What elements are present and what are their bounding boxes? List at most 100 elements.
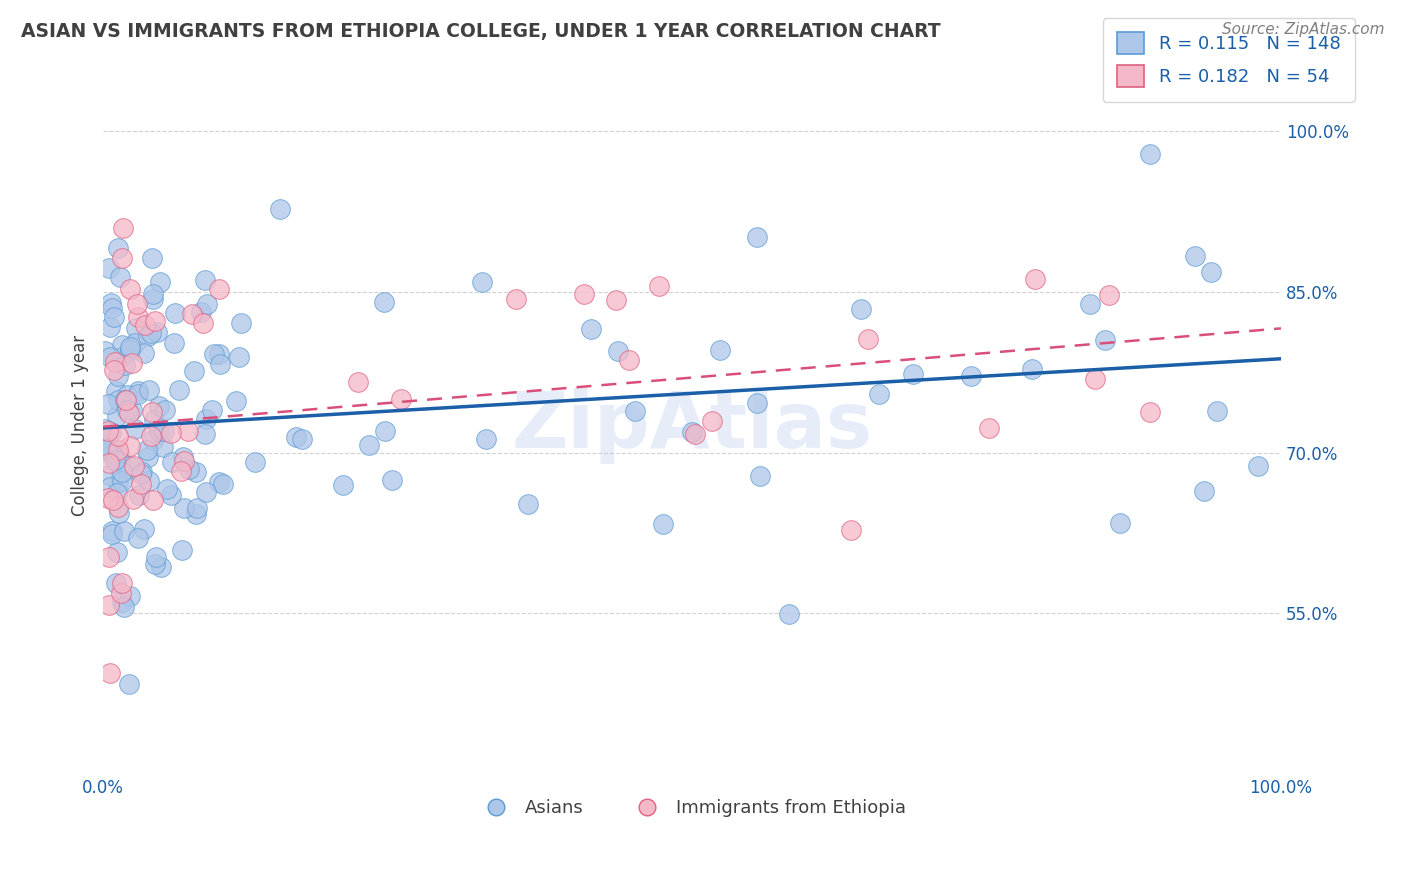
Point xyxy=(107,545,129,559)
Point xyxy=(269,202,291,216)
Point xyxy=(129,476,152,491)
Point xyxy=(346,376,368,390)
Point xyxy=(131,465,153,479)
Point xyxy=(652,516,675,531)
Point xyxy=(111,465,134,479)
Point xyxy=(100,665,122,680)
Point xyxy=(208,357,231,371)
Point xyxy=(115,392,138,407)
Point xyxy=(135,442,157,457)
Point xyxy=(127,310,149,324)
Point xyxy=(606,343,628,358)
Point xyxy=(681,425,703,439)
Point xyxy=(979,421,1001,435)
Point xyxy=(745,229,768,244)
Point xyxy=(1108,516,1130,530)
Point xyxy=(373,295,395,310)
Point xyxy=(104,445,127,459)
Point xyxy=(202,347,225,361)
Point xyxy=(118,406,141,420)
Point xyxy=(107,500,129,514)
Point xyxy=(111,595,134,609)
Point xyxy=(98,350,121,364)
Point xyxy=(118,589,141,603)
Point xyxy=(1206,404,1229,418)
Point xyxy=(208,475,231,489)
Point xyxy=(101,524,124,539)
Point xyxy=(228,350,250,364)
Point xyxy=(194,426,217,441)
Point xyxy=(163,306,186,320)
Point xyxy=(136,450,159,464)
Point xyxy=(141,287,163,301)
Point xyxy=(623,404,645,418)
Point xyxy=(856,332,879,346)
Point xyxy=(179,462,201,476)
Point xyxy=(108,506,131,520)
Point xyxy=(173,501,195,516)
Point xyxy=(111,351,134,365)
Point xyxy=(107,429,129,443)
Point xyxy=(1184,249,1206,263)
Point xyxy=(120,343,142,358)
Point xyxy=(132,346,155,360)
Point xyxy=(114,393,136,408)
Point xyxy=(195,296,218,310)
Point xyxy=(98,480,121,494)
Point xyxy=(1246,458,1268,473)
Point xyxy=(124,336,146,351)
Point xyxy=(100,296,122,310)
Point xyxy=(98,598,121,612)
Point xyxy=(101,301,124,316)
Point xyxy=(190,305,212,319)
Text: ZipAtlas: ZipAtlas xyxy=(512,388,873,464)
Point xyxy=(111,338,134,352)
Point xyxy=(160,488,183,502)
Point xyxy=(180,307,202,321)
Point xyxy=(110,474,132,488)
Point xyxy=(225,394,247,409)
Point xyxy=(141,251,163,265)
Point xyxy=(1194,484,1216,499)
Point xyxy=(110,586,132,600)
Point xyxy=(184,465,207,479)
Point xyxy=(243,455,266,469)
Point xyxy=(208,347,231,361)
Point xyxy=(374,424,396,438)
Point xyxy=(749,468,772,483)
Point xyxy=(115,403,138,417)
Point xyxy=(118,439,141,453)
Point xyxy=(1078,296,1101,310)
Point xyxy=(97,424,120,438)
Point xyxy=(136,329,159,343)
Point xyxy=(579,322,602,336)
Point xyxy=(103,363,125,377)
Point xyxy=(172,450,194,464)
Point xyxy=(183,364,205,378)
Point xyxy=(849,301,872,316)
Point xyxy=(212,476,235,491)
Point xyxy=(105,576,128,591)
Point xyxy=(683,426,706,441)
Point xyxy=(839,523,862,537)
Point xyxy=(97,549,120,564)
Point xyxy=(108,269,131,284)
Point xyxy=(146,326,169,340)
Point xyxy=(112,524,135,538)
Point xyxy=(107,242,129,256)
Point xyxy=(105,409,128,423)
Point xyxy=(194,273,217,287)
Point xyxy=(617,353,640,368)
Point xyxy=(702,414,724,428)
Point xyxy=(94,428,117,442)
Point xyxy=(142,412,165,426)
Point xyxy=(195,412,218,426)
Point xyxy=(96,442,118,456)
Point xyxy=(148,399,170,413)
Point xyxy=(475,432,498,446)
Point xyxy=(121,356,143,370)
Point xyxy=(138,475,160,489)
Point xyxy=(93,421,115,435)
Point xyxy=(115,388,138,402)
Text: ASIAN VS IMMIGRANTS FROM ETHIOPIA COLLEGE, UNDER 1 YEAR CORRELATION CHART: ASIAN VS IMMIGRANTS FROM ETHIOPIA COLLEG… xyxy=(21,22,941,41)
